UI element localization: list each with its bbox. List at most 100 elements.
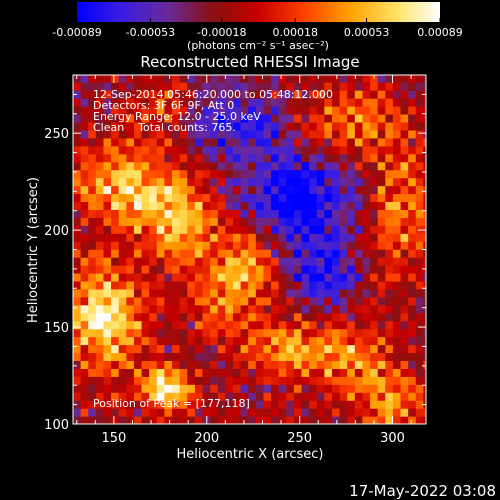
heatmap-cell xyxy=(80,106,89,115)
heatmap-cell xyxy=(248,360,257,369)
heatmap-cell xyxy=(80,360,89,369)
heatmap-cell xyxy=(232,193,242,203)
heatmap-cell xyxy=(141,98,150,107)
heatmap-cell xyxy=(324,368,333,377)
heatmap-cell xyxy=(118,121,127,131)
heatmap-cell xyxy=(210,352,219,362)
heatmap-cell xyxy=(316,265,325,274)
heatmap-cell xyxy=(347,193,356,203)
heatmap-cell xyxy=(149,328,158,338)
heatmap-cell xyxy=(415,272,424,282)
heatmap-cell xyxy=(271,392,280,401)
heatmap-cell xyxy=(362,288,371,298)
heatmap-cell xyxy=(172,336,181,346)
heatmap-cell xyxy=(210,90,219,99)
heatmap-cell xyxy=(309,98,318,107)
heatmap-cell xyxy=(126,304,135,314)
heatmap-cell xyxy=(339,408,348,417)
heatmap-cell xyxy=(400,376,409,385)
heatmap-cell xyxy=(149,75,158,83)
heatmap-cell xyxy=(377,153,386,163)
heatmap-cell xyxy=(347,416,356,424)
heatmap-cell xyxy=(248,304,257,314)
heatmap-cell xyxy=(232,360,242,369)
heatmap-cell xyxy=(133,177,143,187)
heatmap-cell xyxy=(179,241,188,250)
heatmap-cell xyxy=(179,328,188,338)
heatmap-cell xyxy=(232,75,242,83)
heatmap-cell xyxy=(331,161,341,171)
heatmap-cell xyxy=(103,304,112,314)
heatmap-cell xyxy=(286,328,295,338)
heatmap-cell xyxy=(88,296,97,306)
heatmap-cell xyxy=(217,360,226,369)
heatmap-cell xyxy=(362,384,371,393)
heatmap-cell xyxy=(95,320,105,330)
heatmap-cell xyxy=(194,161,204,171)
heatmap-cell xyxy=(370,249,379,258)
heatmap-cell xyxy=(392,193,402,203)
heatmap-cell xyxy=(415,225,424,234)
heatmap-cell xyxy=(88,225,97,234)
heatmap-cell xyxy=(73,265,82,274)
heatmap-cell xyxy=(339,106,348,115)
heatmap-cell xyxy=(255,209,265,218)
heatmap-cell xyxy=(392,82,402,91)
heatmap-cell xyxy=(347,360,356,369)
heatmap-cell xyxy=(172,296,181,306)
heatmap-cell xyxy=(156,392,166,401)
heatmap-cell xyxy=(301,82,310,91)
heatmap-cell xyxy=(187,193,196,203)
heatmap-cell xyxy=(95,352,105,362)
heatmap-cell xyxy=(103,241,112,250)
heatmap-cell xyxy=(316,416,325,424)
heatmap-cell xyxy=(331,217,341,226)
heatmap-cell xyxy=(347,288,356,298)
heatmap-cell xyxy=(73,98,82,107)
heatmap-cell xyxy=(73,408,82,417)
heatmap-cell xyxy=(95,257,105,266)
heatmap-cell xyxy=(385,201,394,210)
heatmap-cell xyxy=(126,90,135,99)
heatmap-cell xyxy=(149,408,158,417)
x-tick-label: 200 xyxy=(194,431,219,446)
heatmap-cell xyxy=(103,416,112,424)
heatmap-cell xyxy=(255,121,265,131)
heatmap-cell xyxy=(80,272,89,282)
heatmap-cell xyxy=(278,177,287,187)
heatmap-cell xyxy=(194,217,204,226)
heatmap-cell xyxy=(377,121,386,131)
heatmap-cell xyxy=(354,288,364,298)
heatmap-cell xyxy=(263,225,272,234)
heatmap-cell xyxy=(309,193,318,203)
heatmap-cell xyxy=(149,137,158,147)
heatmap-cell xyxy=(80,392,89,401)
heatmap-cell xyxy=(225,82,234,91)
heatmap-cell xyxy=(141,82,150,91)
heatmap-cell xyxy=(240,344,249,354)
heatmap-cell xyxy=(331,233,341,242)
heatmap-cell xyxy=(248,145,257,155)
heatmap-cell xyxy=(225,368,234,377)
heatmap-cell xyxy=(240,201,249,210)
colorbar xyxy=(77,2,440,22)
heatmap-cell xyxy=(156,344,166,354)
heatmap-cell xyxy=(324,121,333,131)
heatmap-cell xyxy=(232,304,242,314)
heatmap-cell xyxy=(187,257,196,266)
heatmap-cell xyxy=(347,75,356,83)
heatmap-cell xyxy=(232,241,242,250)
heatmap-cell xyxy=(133,225,143,234)
heatmap-cell xyxy=(408,145,417,155)
heatmap-cell xyxy=(95,344,105,354)
heatmap-cell xyxy=(126,360,135,369)
heatmap-cell xyxy=(95,296,105,306)
heatmap-cell xyxy=(111,392,120,401)
heatmap-cell xyxy=(172,217,181,226)
heatmap-cell xyxy=(316,113,325,123)
heatmap-cell xyxy=(95,201,105,210)
heatmap-cell xyxy=(187,352,196,362)
heatmap-cell xyxy=(248,376,257,385)
heatmap-cell xyxy=(354,113,364,123)
heatmap-cell xyxy=(286,416,295,424)
